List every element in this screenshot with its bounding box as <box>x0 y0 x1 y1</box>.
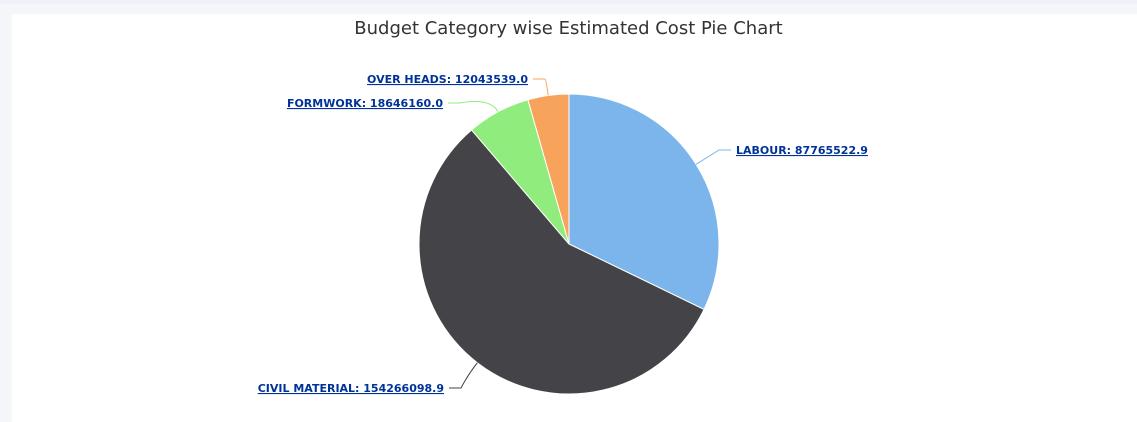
pie-slice-civil-material[interactable] <box>418 129 705 395</box>
top-strip <box>0 0 1137 4</box>
data-label-labour[interactable]: LABOUR: 87765522.9 <box>736 144 868 157</box>
pie-slice-labour[interactable] <box>568 93 720 311</box>
data-label-formwork[interactable]: FORMWORK: 18646160.0 <box>287 97 443 110</box>
pie-data-labels: LABOUR: 87765522.9 CIVIL MATERIAL: 154266… <box>258 73 868 395</box>
pie-slices <box>418 93 720 395</box>
connector-formwork <box>448 101 499 113</box>
connector-over-heads <box>533 78 549 96</box>
connector-labour <box>695 149 731 165</box>
connector-civil-material <box>449 362 478 389</box>
data-label-over-heads[interactable]: OVER HEADS: 12043539.0 <box>367 73 528 86</box>
chart-title: Budget Category wise Estimated Cost Pie … <box>354 18 783 39</box>
data-label-civil-material[interactable]: CIVIL MATERIAL: 154266098.9 <box>258 382 444 395</box>
pie-slice-over-heads[interactable] <box>527 93 570 245</box>
